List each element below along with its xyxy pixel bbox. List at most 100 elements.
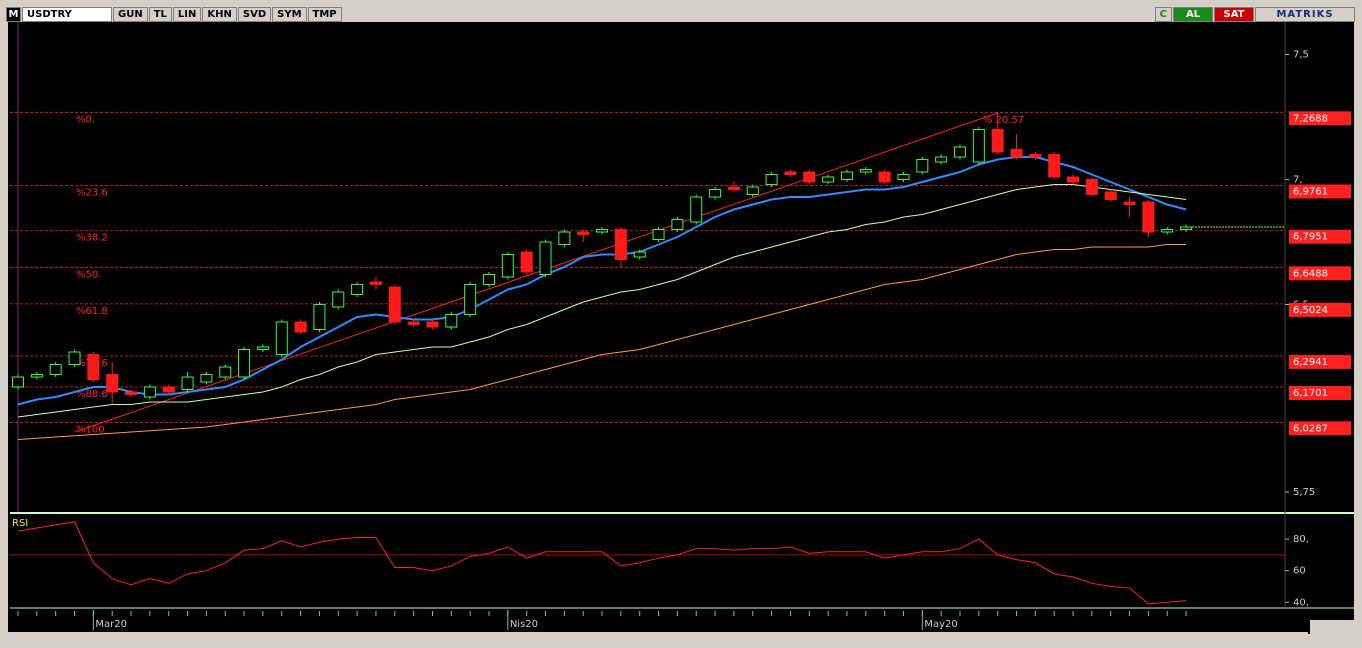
fib-name: %88.6 — [76, 389, 108, 400]
fib-name: %61.8 — [76, 306, 108, 317]
fib-value-label: 6,5024 — [1293, 305, 1328, 316]
candle-body — [539, 241, 552, 275]
fib-value-box — [1289, 184, 1351, 199]
toolbar-button[interactable]: LIN — [172, 7, 202, 22]
candle-body — [916, 159, 929, 173]
candle-body — [1104, 191, 1117, 200]
toolbar-button[interactable]: KHN — [202, 7, 237, 22]
candle-body — [671, 219, 684, 230]
candle-body — [577, 231, 590, 235]
candle-body — [200, 374, 213, 383]
fib-value-box — [1289, 421, 1351, 436]
buy-button[interactable]: AL — [1173, 7, 1213, 22]
candle-body — [49, 364, 62, 375]
candle-body — [12, 376, 24, 388]
right-buttons: C AL SAT MATRIKS — [1154, 7, 1356, 22]
rsi-line — [17, 521, 1187, 605]
candle-body — [106, 374, 119, 393]
candle-body — [972, 129, 985, 163]
fib-value-box — [1289, 302, 1351, 317]
sell-button[interactable]: SAT — [1214, 7, 1254, 22]
price-panel: 7,57,6,55,75%0.7,2688%23.66,9761%38.26,7… — [10, 50, 1351, 630]
candle-body — [652, 229, 665, 240]
candle-body — [558, 231, 571, 245]
candle-body — [464, 284, 477, 315]
fib-value-label: 6,6488 — [1293, 268, 1328, 279]
corner-buttons[interactable] — [1310, 620, 1354, 644]
fib-value-box — [1289, 354, 1351, 369]
candle-body — [256, 346, 269, 350]
y-tick-label: 60 — [1293, 566, 1306, 577]
y-tick-label: 5,75 — [1293, 487, 1315, 498]
candle-body — [822, 176, 835, 183]
toolbar-button[interactable]: SVD — [237, 7, 272, 22]
candle-body — [369, 281, 382, 285]
candle-body — [1048, 154, 1061, 178]
fib-value-box — [1289, 385, 1351, 400]
fib-value-label: 7,2688 — [1293, 113, 1328, 124]
candle-body — [897, 174, 910, 180]
candle-body — [1067, 176, 1080, 183]
candle-body — [294, 321, 307, 333]
refresh-button[interactable]: C — [1154, 7, 1172, 22]
toolbar-button[interactable]: GUN — [113, 7, 148, 22]
fib-value-label: 6,9761 — [1293, 186, 1328, 197]
fib-name: %23.6 — [76, 187, 108, 198]
fib-name: %38.2 — [76, 233, 108, 244]
candle-body — [87, 354, 100, 380]
rsi-panel: RSI 80, 60 40, — [10, 518, 1309, 608]
toolbar-button[interactable]: TL — [148, 7, 172, 22]
candle-body — [596, 229, 609, 233]
candle-body — [709, 189, 722, 198]
logo[interactable]: M — [6, 7, 21, 22]
candle-body — [238, 349, 251, 378]
candle-body — [954, 146, 966, 158]
candle-body — [746, 186, 759, 195]
toolbar-button[interactable]: TMP — [307, 7, 342, 22]
candle-body — [1161, 229, 1174, 233]
fib-value-box — [1289, 229, 1351, 244]
fib-value-box — [1289, 266, 1351, 281]
x-tick-label: Mar20 — [95, 619, 127, 630]
candle-body — [784, 171, 797, 175]
candle-body — [483, 274, 495, 285]
fib-name: %100 — [76, 424, 105, 435]
brand: MATRIKS — [1255, 7, 1355, 22]
candle-body — [765, 174, 778, 185]
toolbar-button[interactable]: SYM — [272, 7, 307, 22]
symbol-box[interactable]: USDTRY — [22, 7, 112, 22]
candle-body — [407, 321, 420, 325]
x-tick-label: Nis20 — [510, 619, 538, 630]
candle-body — [219, 366, 232, 378]
candle-body — [1085, 179, 1098, 195]
moving-average — [17, 244, 1187, 440]
candle-body — [727, 186, 740, 190]
fib-value-label: 6,7951 — [1293, 232, 1328, 243]
fib-value-label: 6,2941 — [1293, 357, 1328, 368]
x-tick-label: May20 — [924, 619, 957, 630]
candle-body — [332, 291, 345, 308]
candle-body — [878, 171, 891, 183]
candle-body — [1142, 201, 1155, 233]
y-tick-label: 7, — [1293, 175, 1303, 186]
fib-name: %0. — [76, 114, 95, 125]
candle-body — [313, 304, 326, 330]
candle-body — [633, 251, 646, 258]
y-tick-label: 40, — [1293, 597, 1309, 608]
y-tick-label: 7,5 — [1293, 50, 1309, 61]
candle-body — [614, 229, 627, 260]
y-tick-label: 80, — [1293, 534, 1309, 545]
scrollbar[interactable] — [8, 632, 1308, 644]
candle-body — [125, 391, 138, 395]
candle-body — [68, 351, 81, 365]
candle-body — [935, 156, 948, 163]
moving-average — [17, 184, 1187, 418]
candle-body — [859, 169, 872, 173]
candle-body — [426, 321, 439, 328]
toolbar: M USDTRY GUN TL LIN KHN SVD SYM TMP C AL SAT M… — [6, 7, 1356, 22]
candle-body — [840, 171, 853, 180]
candle-body — [351, 284, 364, 295]
candle-body — [803, 171, 816, 183]
